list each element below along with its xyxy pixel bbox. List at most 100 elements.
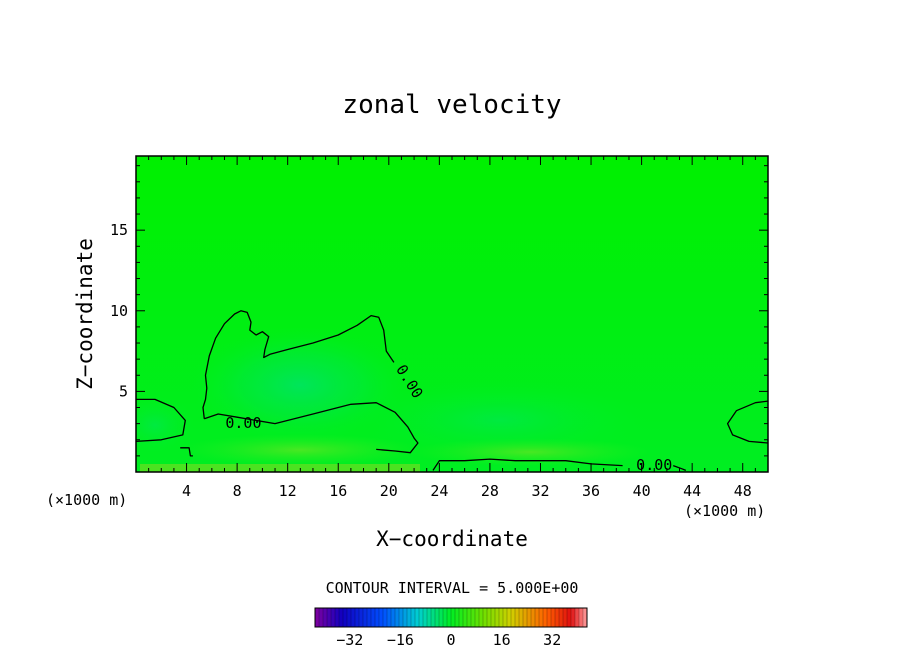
colorbar-cell bbox=[483, 608, 488, 627]
colorbar-cell bbox=[487, 608, 492, 627]
colorbar-cell bbox=[527, 608, 532, 627]
contour-line-zero-3 bbox=[202, 310, 395, 419]
colorbar-tick-label: −32 bbox=[336, 631, 363, 649]
colorbar-cell bbox=[551, 608, 556, 627]
colorbar-cell bbox=[391, 608, 396, 627]
x-axis-label: X−coordinate bbox=[376, 527, 528, 551]
colorbar-cell bbox=[559, 608, 564, 627]
contour-line-zero-4 bbox=[180, 447, 193, 457]
contour-lines bbox=[136, 310, 768, 471]
x-tick-label: 32 bbox=[531, 482, 549, 500]
colorbar-tick-label: 32 bbox=[543, 631, 561, 649]
colorbar-cell bbox=[503, 608, 508, 627]
field-positive-lower bbox=[180, 434, 420, 466]
x-tick-label: 12 bbox=[279, 482, 297, 500]
x-tick-label: 4 bbox=[182, 482, 191, 500]
colorbar-cell bbox=[343, 608, 348, 627]
colorbar-cell bbox=[519, 608, 524, 627]
colorbar-cell bbox=[455, 608, 460, 627]
colorbar-cell bbox=[535, 608, 540, 627]
colorbar-cell bbox=[399, 608, 404, 627]
y-axis-ticks: 5 10 15 bbox=[110, 165, 768, 457]
colorbar-cell bbox=[491, 608, 496, 627]
colorbar-cell bbox=[347, 608, 352, 627]
colorbar-cell bbox=[359, 608, 364, 627]
colorbar-cell bbox=[427, 608, 432, 627]
contour-line-zero-5 bbox=[432, 458, 623, 471]
colorbar-cell bbox=[523, 608, 528, 627]
colorbar-cell bbox=[463, 608, 468, 627]
colorbar-cell bbox=[567, 608, 572, 627]
colorbar-cell bbox=[515, 608, 520, 627]
colorbar-cell bbox=[451, 608, 456, 627]
colorbar-cell bbox=[475, 608, 480, 627]
x-tick-label: 40 bbox=[633, 482, 651, 500]
colorbar-cell bbox=[383, 608, 388, 627]
x-tick-label: 36 bbox=[582, 482, 600, 500]
colorbar-tick-label: 0 bbox=[446, 631, 455, 649]
x-tick-label: 28 bbox=[481, 482, 499, 500]
field-surface-band bbox=[140, 464, 420, 472]
colorbar-cell bbox=[495, 608, 500, 627]
colorbar-cell bbox=[315, 608, 320, 627]
contour-line-zero-7 bbox=[726, 400, 768, 444]
colorbar-cell bbox=[499, 608, 504, 627]
colorbar-cell bbox=[479, 608, 484, 627]
colorbar-cell bbox=[467, 608, 472, 627]
colorbar-cell bbox=[435, 608, 440, 627]
colorbar-ticks: −32 −16 0 16 32 bbox=[336, 631, 561, 649]
colorbar-cell bbox=[403, 608, 408, 627]
colorbar-cell bbox=[531, 608, 536, 627]
x-tick-label: 20 bbox=[380, 482, 398, 500]
colorbar-cell bbox=[447, 608, 452, 627]
colorbar-cell bbox=[327, 608, 332, 627]
colorbar-cell bbox=[583, 608, 588, 627]
colorbar-cell bbox=[371, 608, 376, 627]
x-tick-label: 44 bbox=[683, 482, 701, 500]
colorbar-cell bbox=[423, 608, 428, 627]
colorbar-cell bbox=[363, 608, 368, 627]
colorbar-cell bbox=[539, 608, 544, 627]
colorbar-cell bbox=[579, 608, 584, 627]
contour-interval-label: CONTOUR INTERVAL = 5.000E+00 bbox=[326, 579, 579, 597]
colorbar-cell bbox=[511, 608, 516, 627]
colorbar-cell bbox=[571, 608, 576, 627]
chart-title: zonal velocity bbox=[342, 90, 561, 120]
x-tick-label: 48 bbox=[734, 482, 752, 500]
colorbar bbox=[315, 608, 588, 627]
colorbar-cell bbox=[355, 608, 360, 627]
colorbar-cell bbox=[379, 608, 384, 627]
field-positive-mid bbox=[410, 438, 650, 466]
x-tick-label: 8 bbox=[233, 482, 242, 500]
colorbar-cell bbox=[367, 608, 372, 627]
colorbar-cell bbox=[431, 608, 436, 627]
colorbar-cell bbox=[563, 608, 568, 627]
colorbar-cell bbox=[439, 608, 444, 627]
colorbar-frame bbox=[314, 607, 588, 628]
colorbar-cell bbox=[415, 608, 420, 627]
plot-field: 0.000.000.00 bbox=[136, 156, 768, 472]
colorbar-cell bbox=[375, 608, 380, 627]
colorbar-cell bbox=[555, 608, 560, 627]
x-tick-label: 24 bbox=[430, 482, 448, 500]
colorbar-cell bbox=[323, 608, 328, 627]
colorbar-tick-label: 16 bbox=[493, 631, 511, 649]
contour-line-zero-6 bbox=[672, 464, 687, 471]
colorbar-cell bbox=[443, 608, 448, 627]
colorbar-cell bbox=[411, 608, 416, 627]
contour-line-zero-1 bbox=[136, 398, 186, 443]
colorbar-cell bbox=[395, 608, 400, 627]
y-tick-label: 5 bbox=[119, 382, 128, 400]
colorbar-cell bbox=[351, 608, 356, 627]
colorbar-cell bbox=[575, 608, 580, 627]
colorbar-cell bbox=[335, 608, 340, 627]
y-axis-label: Z−coordinate bbox=[73, 238, 97, 390]
x-unit-left: (×1000 m) bbox=[46, 491, 127, 509]
x-unit-right: (×1000 m) bbox=[684, 502, 765, 520]
colorbar-cell bbox=[459, 608, 464, 627]
colorbar-cell bbox=[339, 608, 344, 627]
colorbar-cell bbox=[547, 608, 552, 627]
x-axis-ticks: 4 8 12 16 20 24 28 32 36 40 44 48 bbox=[135, 156, 769, 500]
colorbar-tick-label: −16 bbox=[387, 631, 414, 649]
